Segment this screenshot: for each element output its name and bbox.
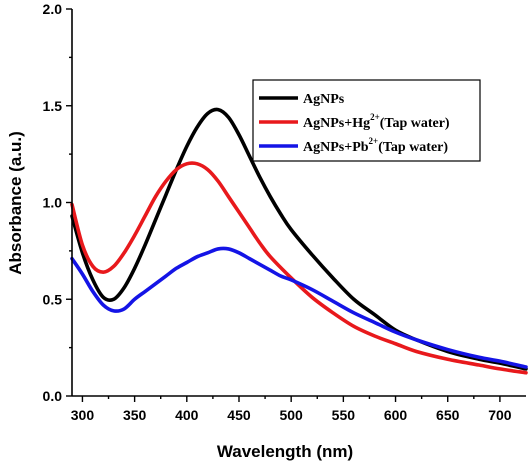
legend-label-3: AgNPs+Pb2+(Tap water) xyxy=(303,136,448,155)
y-tick-label: 0.0 xyxy=(43,388,63,404)
series-line-2 xyxy=(70,161,528,375)
y-tick-label: 1.0 xyxy=(43,195,63,211)
y-tick-label: 2.0 xyxy=(43,1,63,17)
y-axis-title: Absorbance (a.u.) xyxy=(6,131,25,275)
x-tick-label: 300 xyxy=(71,407,95,423)
series-line-3 xyxy=(70,246,528,369)
x-tick-label: 400 xyxy=(175,407,199,423)
axes-layer xyxy=(71,9,526,397)
x-tick-label: 600 xyxy=(384,407,408,423)
x-tick-label: 700 xyxy=(488,407,512,423)
x-tick-label: 350 xyxy=(123,407,147,423)
legend-label-2: AgNPs+Hg2+(Tap water) xyxy=(303,112,450,131)
x-axis-title: Wavelength (nm) xyxy=(217,442,353,461)
y-tick-label: 0.5 xyxy=(43,291,63,307)
x-tick-label: 450 xyxy=(227,407,251,423)
x-tick-label: 550 xyxy=(332,407,356,423)
legend-label-1: AgNPs xyxy=(303,92,345,107)
legend: AgNPs AgNPs+Hg2+(Tap water) AgNPs+Pb2+(Tap… xyxy=(252,79,481,162)
ticks-layer: 300 350 400 450 500 550 600 650 700 0.0 0.5 1.0 1.5 2… xyxy=(43,1,512,423)
y-tick-label: 1.5 xyxy=(43,98,63,114)
x-tick-label: 650 xyxy=(436,407,460,423)
series-layer xyxy=(70,107,528,375)
x-tick-label: 500 xyxy=(279,407,303,423)
series-line-1 xyxy=(70,107,528,371)
